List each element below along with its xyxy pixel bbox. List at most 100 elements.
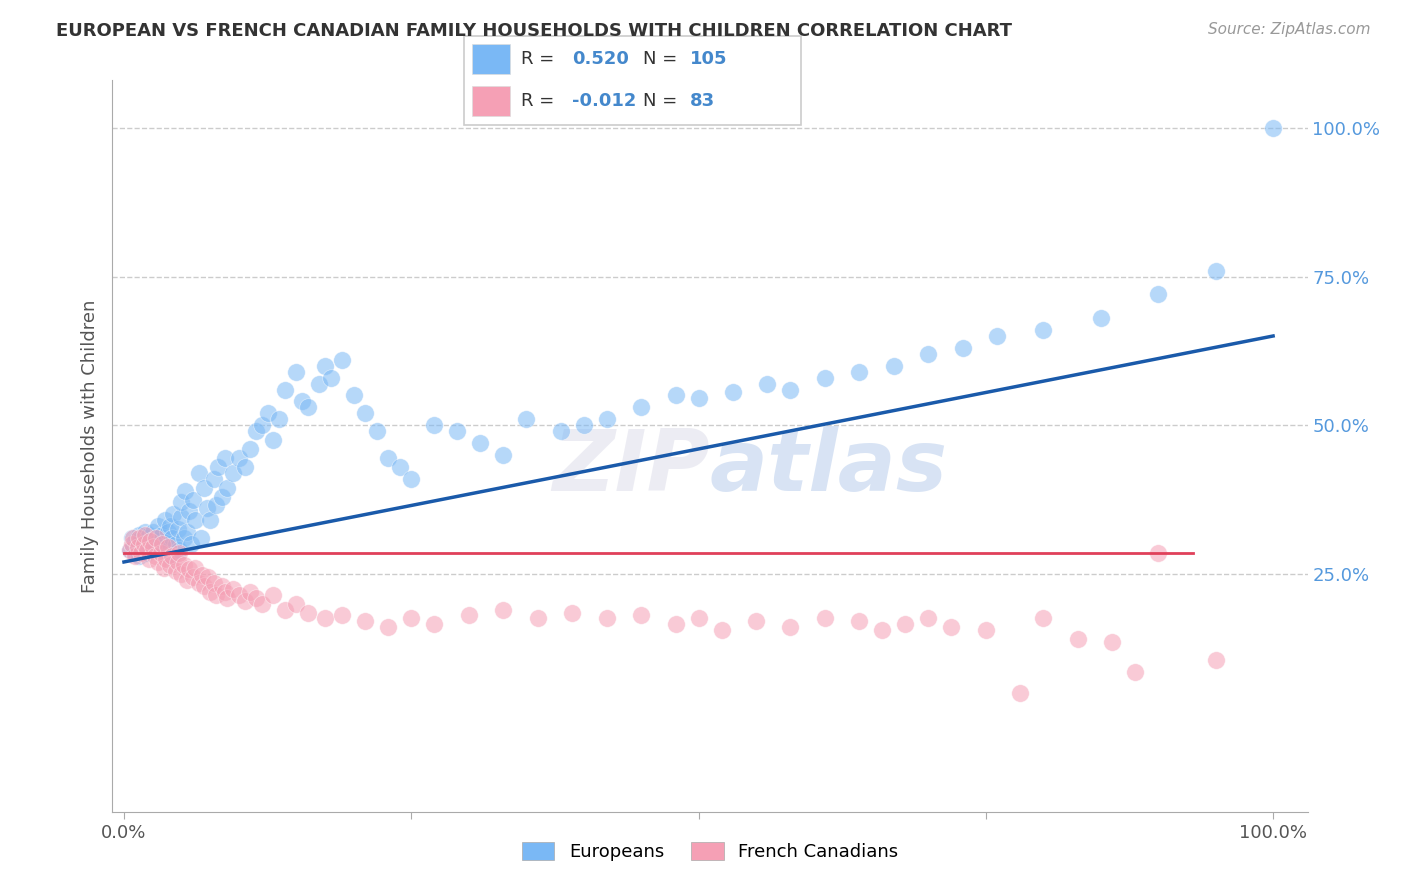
Point <box>526 611 548 625</box>
Point <box>1147 546 1170 560</box>
Point <box>664 388 686 402</box>
Point <box>745 615 768 629</box>
Point <box>848 615 870 629</box>
Point <box>343 388 366 402</box>
Point <box>124 549 146 563</box>
Point <box>159 519 181 533</box>
Point <box>883 359 905 373</box>
Point <box>149 543 172 558</box>
Point <box>314 359 336 373</box>
Point <box>470 436 492 450</box>
Point <box>297 401 319 415</box>
Point <box>138 540 160 554</box>
Point <box>118 543 141 558</box>
Point <box>129 531 152 545</box>
Point <box>150 528 173 542</box>
Point <box>872 624 894 638</box>
Legend: Europeans, French Canadians: Europeans, French Canadians <box>515 835 905 869</box>
Point <box>149 546 172 560</box>
Point <box>222 466 245 480</box>
Point <box>128 549 150 563</box>
Point <box>492 602 515 616</box>
Point <box>128 528 150 542</box>
Point <box>155 534 177 549</box>
Point <box>155 552 177 566</box>
Text: R =: R = <box>522 50 561 68</box>
FancyBboxPatch shape <box>472 87 509 116</box>
Point <box>193 579 215 593</box>
Point <box>285 365 308 379</box>
Text: N =: N = <box>643 50 683 68</box>
Point <box>153 540 176 554</box>
Point <box>165 537 187 551</box>
Point <box>173 483 195 498</box>
Point <box>153 561 176 575</box>
Point <box>756 376 779 391</box>
Point <box>721 385 744 400</box>
Point <box>228 450 250 465</box>
Point <box>1032 323 1054 337</box>
Point <box>986 329 1008 343</box>
Point <box>145 540 167 554</box>
Point <box>155 513 177 527</box>
Text: EUROPEAN VS FRENCH CANADIAN FAMILY HOUSEHOLDS WITH CHILDREN CORRELATION CHART: EUROPEAN VS FRENCH CANADIAN FAMILY HOUSE… <box>56 22 1012 40</box>
Point <box>156 525 179 540</box>
Point <box>184 513 207 527</box>
Point <box>630 401 652 415</box>
Point <box>162 549 183 563</box>
Point <box>139 534 162 549</box>
Point <box>814 370 837 384</box>
Point <box>176 525 198 540</box>
Point <box>198 584 221 599</box>
Point <box>207 459 229 474</box>
Point <box>167 546 190 560</box>
Point <box>262 433 284 447</box>
Text: N =: N = <box>643 92 683 110</box>
Point <box>1205 263 1227 277</box>
Text: R =: R = <box>522 92 561 110</box>
Point <box>239 442 262 456</box>
Point <box>179 562 201 576</box>
Point <box>162 508 184 522</box>
Point <box>197 570 219 584</box>
Text: 0.520: 0.520 <box>572 50 628 68</box>
Text: ZIP: ZIP <box>553 426 710 509</box>
Point <box>143 531 166 545</box>
Point <box>148 519 170 533</box>
Point <box>688 392 710 406</box>
Point <box>121 537 143 551</box>
Point <box>308 376 330 391</box>
Point <box>132 540 155 554</box>
Point <box>134 525 156 540</box>
Point <box>274 602 297 616</box>
Point <box>377 450 399 465</box>
Point <box>173 558 195 572</box>
Point <box>330 352 353 367</box>
Point <box>245 424 267 438</box>
Point <box>142 540 165 554</box>
Point <box>150 537 173 551</box>
Point <box>176 573 198 587</box>
Point <box>848 365 870 379</box>
Text: 105: 105 <box>690 50 727 68</box>
Point <box>492 448 515 462</box>
Point <box>664 617 686 632</box>
Point <box>122 540 145 554</box>
Point <box>162 531 183 545</box>
Point <box>148 534 170 549</box>
Point <box>138 528 160 542</box>
Point <box>233 459 256 474</box>
Point <box>222 582 245 596</box>
Point <box>127 540 149 554</box>
Point <box>274 383 297 397</box>
Point <box>917 347 939 361</box>
Point <box>184 561 207 575</box>
Point <box>134 528 156 542</box>
Point <box>217 591 239 605</box>
Point <box>211 579 233 593</box>
Point <box>193 481 215 495</box>
Point <box>143 549 166 563</box>
Point <box>202 472 225 486</box>
Point <box>894 617 917 632</box>
Point <box>129 543 152 558</box>
